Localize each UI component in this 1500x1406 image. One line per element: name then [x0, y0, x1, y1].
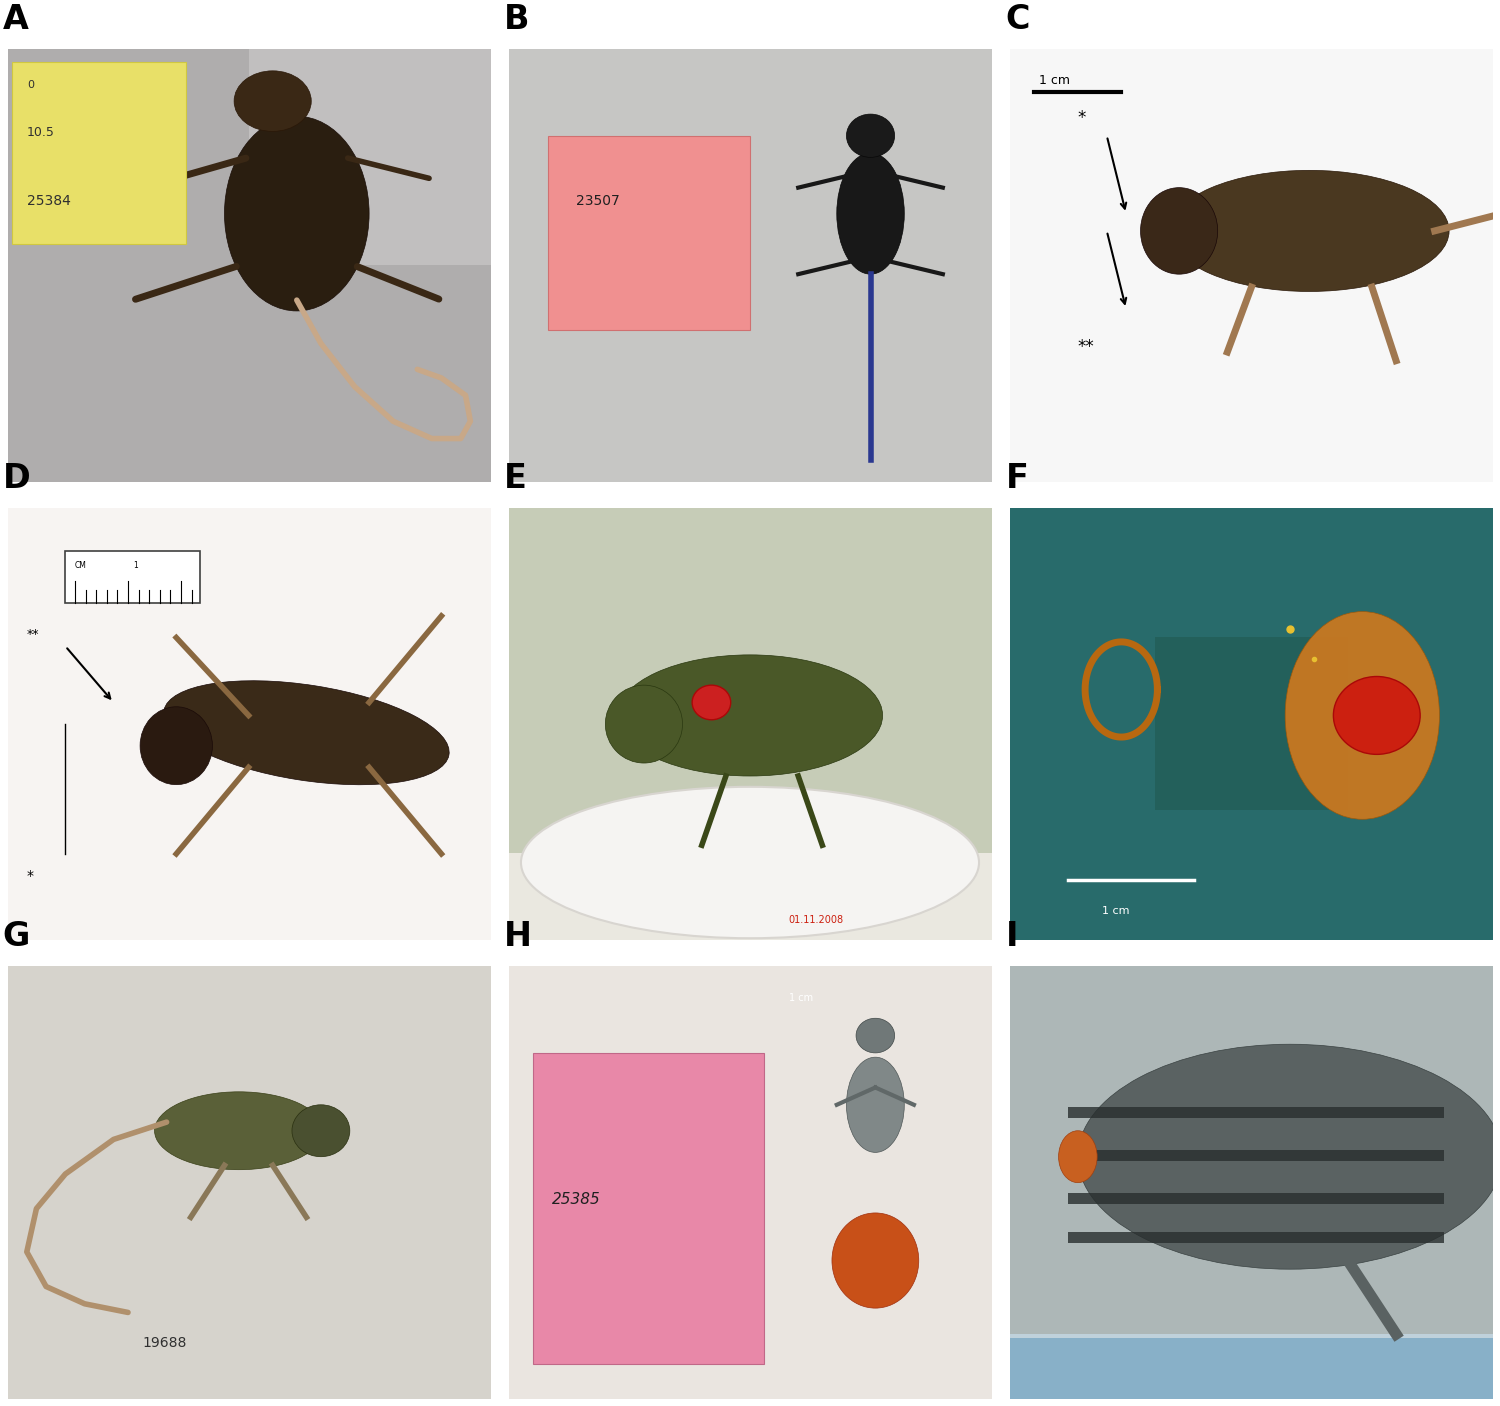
FancyBboxPatch shape — [532, 1053, 765, 1364]
Ellipse shape — [1170, 170, 1449, 291]
Circle shape — [1334, 676, 1420, 755]
Text: D: D — [3, 461, 30, 495]
Text: *: * — [1078, 108, 1086, 127]
FancyBboxPatch shape — [1068, 1233, 1444, 1243]
Text: B: B — [504, 3, 530, 37]
FancyBboxPatch shape — [1068, 1150, 1444, 1161]
FancyBboxPatch shape — [12, 62, 186, 243]
Text: 25384: 25384 — [27, 194, 70, 208]
Ellipse shape — [520, 787, 980, 938]
Ellipse shape — [1059, 1130, 1096, 1182]
Text: *: * — [27, 869, 34, 883]
Text: 1 cm: 1 cm — [1040, 75, 1071, 87]
Text: 23507: 23507 — [576, 194, 620, 208]
Text: F: F — [1005, 461, 1029, 495]
Ellipse shape — [234, 70, 312, 131]
FancyBboxPatch shape — [1068, 1194, 1444, 1205]
Text: I: I — [1005, 921, 1019, 953]
FancyBboxPatch shape — [66, 551, 201, 603]
Ellipse shape — [837, 153, 904, 274]
Text: C: C — [1005, 3, 1031, 37]
Text: E: E — [504, 461, 526, 495]
Ellipse shape — [846, 114, 894, 157]
FancyArrowPatch shape — [357, 267, 440, 299]
FancyBboxPatch shape — [548, 136, 750, 330]
Text: 1 cm: 1 cm — [1102, 907, 1130, 917]
Text: 1: 1 — [134, 561, 138, 571]
Ellipse shape — [225, 117, 369, 311]
Ellipse shape — [164, 681, 448, 785]
Ellipse shape — [618, 655, 882, 776]
FancyBboxPatch shape — [1068, 1107, 1444, 1118]
Text: 19688: 19688 — [142, 1336, 188, 1350]
Text: H: H — [504, 921, 532, 953]
Text: CM: CM — [75, 561, 87, 571]
FancyArrowPatch shape — [135, 266, 237, 299]
Ellipse shape — [154, 1092, 324, 1170]
Ellipse shape — [1140, 187, 1218, 274]
Ellipse shape — [856, 1018, 894, 1053]
Text: 1 cm: 1 cm — [789, 993, 813, 1002]
Text: **: ** — [1078, 337, 1095, 356]
Ellipse shape — [140, 707, 213, 785]
Circle shape — [692, 685, 730, 720]
FancyBboxPatch shape — [1011, 1339, 1492, 1399]
Ellipse shape — [833, 1213, 918, 1308]
Ellipse shape — [846, 1057, 904, 1153]
Text: 25385: 25385 — [552, 1192, 602, 1208]
FancyArrowPatch shape — [348, 157, 429, 179]
Text: A: A — [3, 3, 29, 37]
Text: **: ** — [27, 627, 39, 641]
Ellipse shape — [1078, 1045, 1500, 1270]
Text: 10.5: 10.5 — [27, 125, 54, 139]
Text: 0: 0 — [27, 80, 34, 90]
Text: 01.11.2008: 01.11.2008 — [789, 915, 843, 925]
Ellipse shape — [1286, 612, 1440, 820]
FancyArrowPatch shape — [146, 157, 246, 187]
Text: G: G — [3, 921, 30, 953]
Ellipse shape — [606, 685, 682, 763]
Ellipse shape — [292, 1105, 350, 1157]
